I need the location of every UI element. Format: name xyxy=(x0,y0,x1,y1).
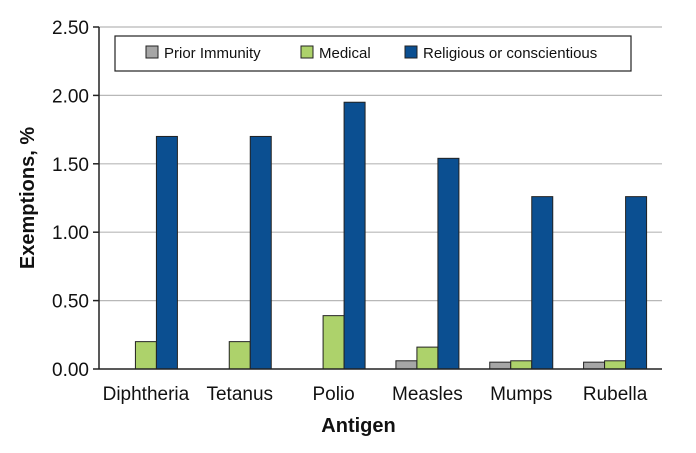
bar-medical-mumps xyxy=(510,360,533,370)
y-tick-label: 2.00 xyxy=(52,86,89,107)
x-tick-labels: Diphtheria Tetanus Polio Measles Mumps Rubell… xyxy=(103,384,648,405)
y-tick-label: 0.50 xyxy=(52,292,89,313)
bar-religious-or-conscientious-diphtheria xyxy=(155,135,178,370)
x-tick-label: Polio xyxy=(312,384,354,405)
y-tick-label: 1.00 xyxy=(52,223,89,244)
x-tick-label: Tetanus xyxy=(206,384,273,405)
legend-swatch xyxy=(300,45,314,59)
bar-medical-rubella xyxy=(604,360,627,370)
legend: Prior Immunity Medical Religious or consci… xyxy=(114,35,632,72)
y-tick-label: 0.00 xyxy=(52,360,89,381)
bar-prior-immunity-mumps xyxy=(489,361,512,370)
bar-medical-tetanus xyxy=(228,341,251,370)
legend-swatch xyxy=(145,45,159,59)
legend-label: Religious or conscientious xyxy=(423,45,597,62)
bar-religious-or-conscientious-mumps xyxy=(531,196,554,370)
legend-swatch xyxy=(404,45,418,59)
bar-medical-polio xyxy=(322,315,345,370)
bar-religious-or-conscientious-tetanus xyxy=(249,135,272,370)
gridlines xyxy=(93,26,662,370)
axes xyxy=(98,27,662,370)
y-tick-label: 1.50 xyxy=(52,155,89,176)
y-tick-label: 2.50 xyxy=(52,18,89,39)
x-tick-label: Measles xyxy=(392,384,463,405)
legend-label: Medical xyxy=(319,45,371,62)
bars xyxy=(134,101,648,370)
bar-religious-or-conscientious-rubella xyxy=(625,196,648,370)
x-axis-title: Antigen xyxy=(321,415,395,437)
bar-medical-measles xyxy=(416,346,439,370)
bar-religious-or-conscientious-polio xyxy=(343,101,366,370)
bar-prior-immunity-rubella xyxy=(583,361,606,370)
x-tick-label: Diphtheria xyxy=(103,384,190,405)
bar-medical-diphtheria xyxy=(134,341,157,370)
y-tick-labels: 0.00 0.50 1.00 1.50 2.00 2.50 xyxy=(52,18,89,381)
legend-label: Prior Immunity xyxy=(164,45,261,62)
bar-prior-immunity-measles xyxy=(395,360,418,370)
x-tick-label: Mumps xyxy=(490,384,552,405)
legend-box xyxy=(114,35,632,72)
x-tick-label: Rubella xyxy=(583,384,648,405)
y-axis-title: Exemptions, % xyxy=(17,127,39,269)
bar-religious-or-conscientious-measles xyxy=(437,157,460,370)
